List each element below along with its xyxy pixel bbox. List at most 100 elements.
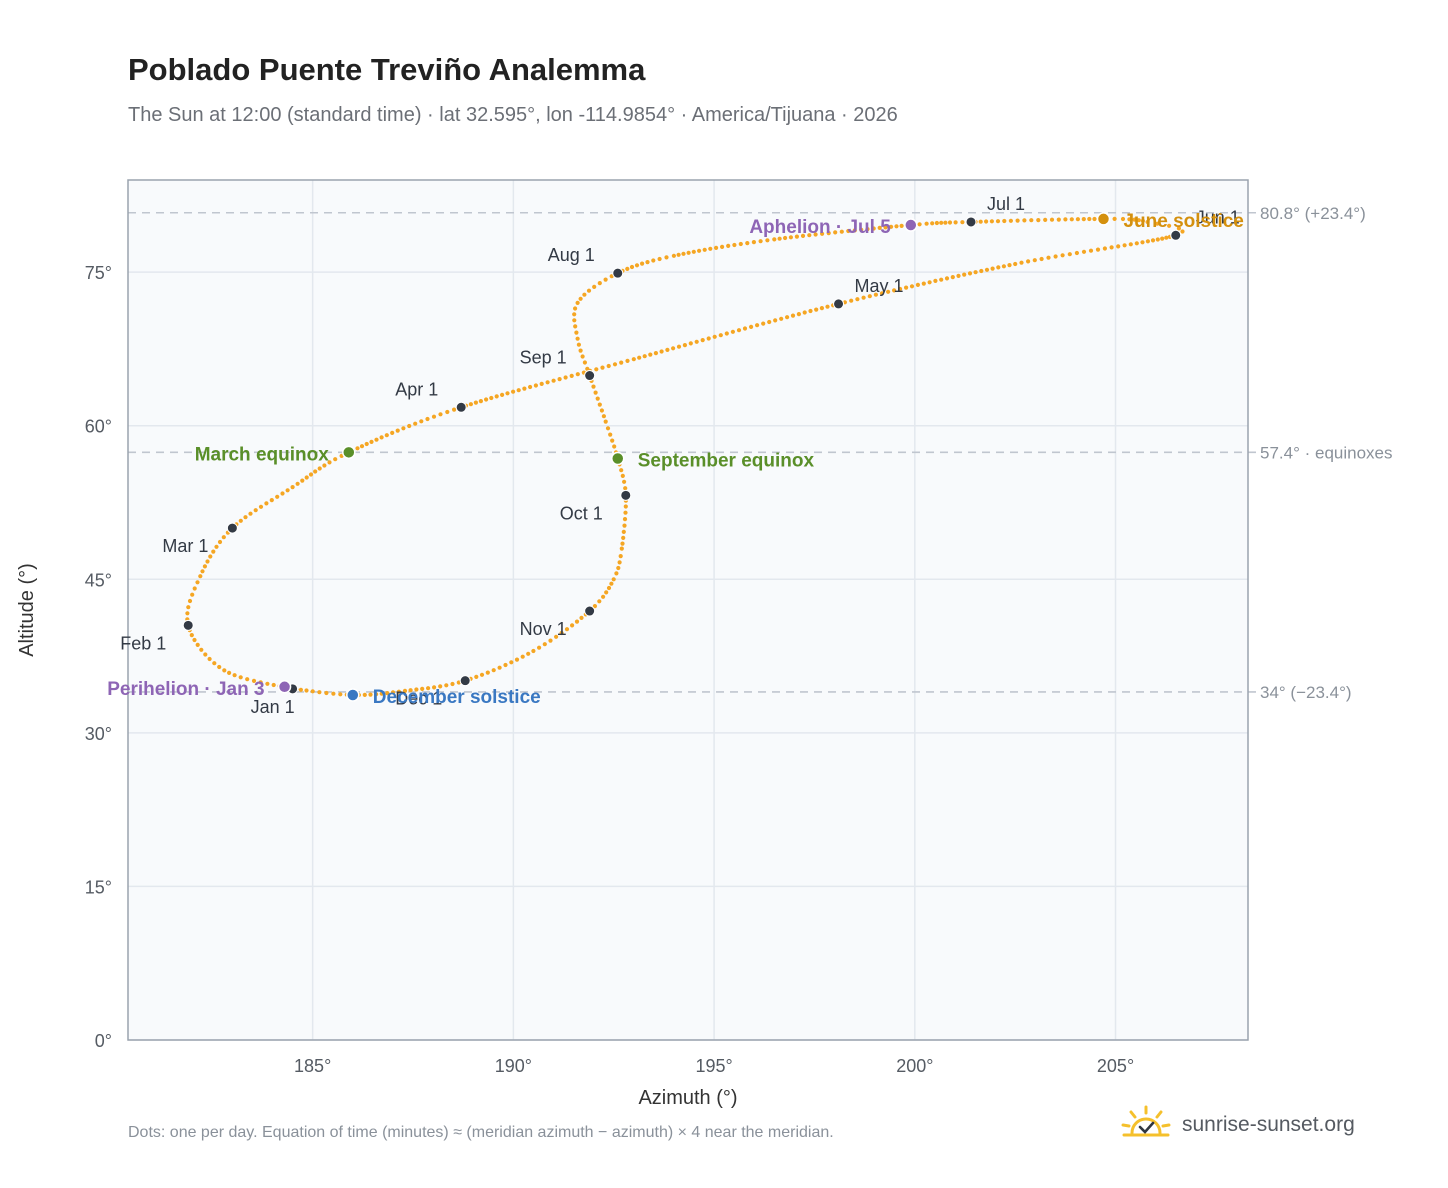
daily-sun-dot [855, 297, 860, 302]
daily-sun-dot [1167, 223, 1172, 228]
daily-sun-dot [686, 250, 691, 255]
daily-sun-dot [606, 585, 612, 591]
brand[interactable]: sunrise-sunset.org [1118, 1100, 1355, 1150]
daily-sun-dot [664, 255, 669, 260]
daily-sun-dot [192, 586, 197, 591]
daily-sun-dot [401, 426, 406, 431]
daily-sun-dot [956, 273, 961, 278]
daily-sun-dot [779, 316, 784, 321]
daily-sun-dot [438, 412, 443, 417]
daily-sun-dot [187, 598, 193, 604]
daily-sun-dot [374, 437, 379, 442]
daily-sun-dot [195, 580, 200, 585]
daily-sun-dot [604, 590, 609, 595]
daily-sun-dot [688, 341, 693, 346]
month-label: Aug 1 [548, 245, 595, 265]
month-marker [584, 370, 596, 382]
daily-sun-dot [894, 224, 899, 229]
daily-sun-dot [208, 554, 213, 559]
daily-sun-dot [1116, 244, 1121, 249]
daily-sun-dot [355, 446, 360, 451]
daily-sun-dot [396, 689, 401, 694]
daily-sun-dot [697, 248, 702, 253]
daily-sun-dot [551, 378, 556, 383]
daily-sun-dot [603, 277, 608, 282]
daily-sun-dot [924, 221, 929, 226]
daily-sun-dot [676, 344, 682, 349]
daily-sun-dot [438, 684, 443, 689]
daily-sun-dot [826, 231, 831, 236]
month-marker [965, 216, 977, 228]
daily-sun-dot [802, 310, 807, 315]
daily-sun-dot [1155, 237, 1160, 242]
daily-sun-dot [578, 348, 583, 353]
daily-sun-dot [1060, 253, 1065, 258]
daily-sun-dot [934, 220, 940, 226]
daily-sun-dot [653, 351, 659, 356]
daily-sun-dot [227, 670, 232, 676]
daily-sun-dot [1155, 221, 1160, 226]
daily-sun-dot [846, 228, 851, 234]
daily-sun-dot [444, 683, 449, 688]
daily-sun-dot [879, 291, 885, 296]
daily-sun-dot [852, 228, 857, 233]
daily-sun-dot [221, 535, 226, 540]
daily-sun-dot [820, 231, 825, 236]
daily-sun-dot [819, 306, 825, 311]
daily-sun-dot [726, 243, 731, 248]
daily-sun-dot [200, 569, 205, 574]
daily-sun-dot [813, 232, 818, 237]
daily-sun-dot [1150, 238, 1156, 243]
daily-sun-dot [431, 414, 437, 419]
y-tick-label: 45° [85, 570, 112, 590]
event-label: December solstice [373, 687, 541, 708]
daily-sun-dot [238, 518, 243, 523]
daily-sun-dot [742, 326, 748, 331]
daily-sun-dot [554, 634, 559, 639]
daily-sun-dot [331, 691, 336, 696]
daily-sun-dot [622, 523, 627, 528]
daily-sun-dot [189, 633, 194, 638]
daily-sun-dot [245, 677, 250, 682]
daily-sun-dot [185, 611, 190, 616]
daily-sun-dot [304, 475, 309, 480]
daily-sun-dot [1081, 249, 1087, 254]
plot-frame [127, 179, 1249, 1041]
daily-sun-dot [243, 515, 248, 520]
daily-sun-dot [1019, 260, 1024, 265]
daily-sun-dot [610, 438, 615, 443]
plot-area [128, 180, 1248, 1040]
daily-sun-dot [374, 692, 379, 697]
month-label: May 1 [855, 276, 904, 296]
daily-sun-dot [989, 219, 995, 224]
daily-sun-dot [1132, 217, 1137, 222]
daily-sun-dot [310, 689, 315, 694]
daily-sun-dot [413, 421, 418, 426]
daily-sun-dot [877, 225, 882, 230]
daily-sun-dot [899, 223, 904, 228]
daily-sun-dot [616, 565, 621, 571]
daily-sun-dot [718, 333, 723, 338]
daily-sun-dot [563, 375, 568, 380]
daily-sun-dot [1112, 216, 1117, 221]
daily-sun-dot [979, 268, 984, 274]
daily-sun-dot [592, 284, 597, 289]
month-label: Oct 1 [560, 503, 603, 523]
daily-sun-dot [917, 222, 922, 227]
daily-sun-dot [637, 355, 642, 360]
daily-sun-dot [1008, 218, 1014, 223]
daily-sun-dot [620, 473, 625, 478]
daily-sun-dot [651, 258, 656, 263]
daily-sun-dot [1145, 219, 1150, 225]
daily-sun-dot [1036, 218, 1041, 223]
daily-sun-dot [595, 396, 600, 401]
daily-sun-dot [889, 224, 894, 229]
daily-sun-dot [995, 219, 1001, 224]
daily-sun-dot [1134, 241, 1139, 246]
daily-sun-dot [953, 220, 958, 225]
daily-sun-dot [491, 668, 496, 673]
daily-sun-dot [1136, 218, 1141, 223]
daily-sun-dot [601, 594, 606, 599]
daily-sun-dot [597, 281, 602, 286]
